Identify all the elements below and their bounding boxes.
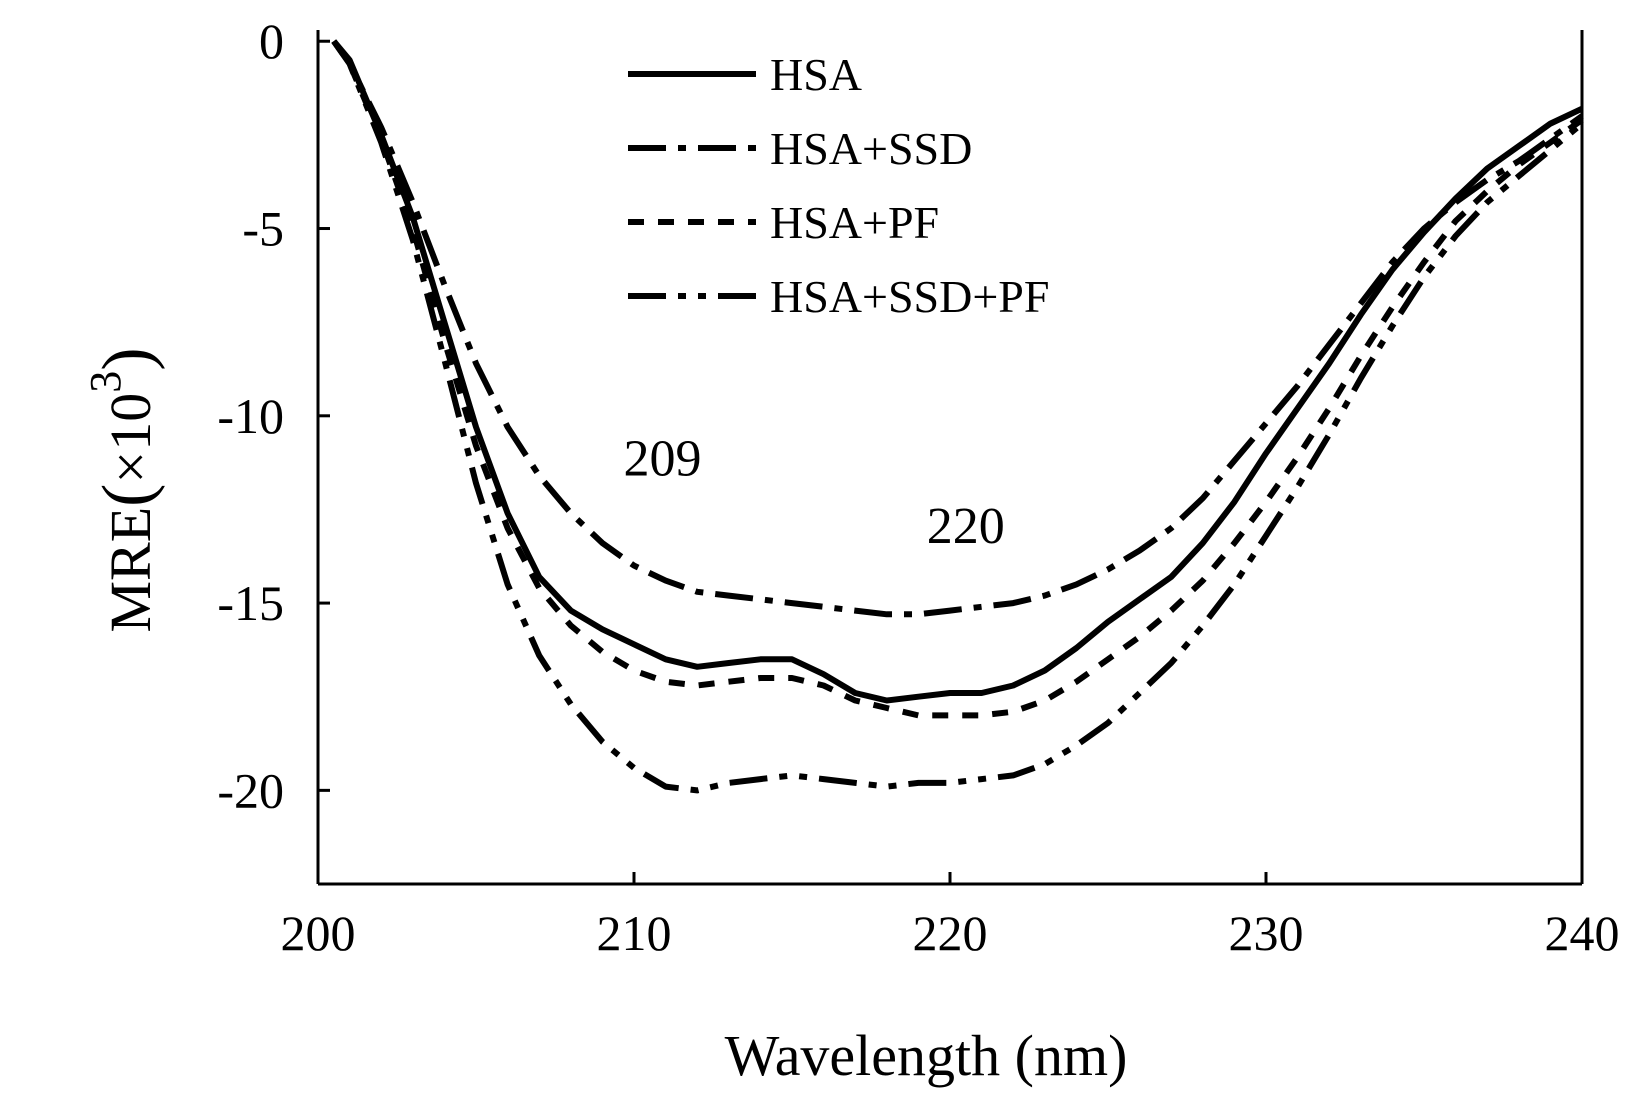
y-tick-label: -10 xyxy=(217,388,284,444)
x-tick-label: 230 xyxy=(1229,905,1304,961)
y-tick-label: -5 xyxy=(242,201,284,257)
legend-label-1: HSA+SSD xyxy=(770,123,972,174)
x-tick-label: 220 xyxy=(913,905,988,961)
legend: HSA HSA+SSD HSA+PF HSA+SSD+PF xyxy=(628,49,1049,322)
y-axis-title-unit: ×10 xyxy=(98,393,163,484)
x-axis-title: Wavelength (nm) xyxy=(725,1023,1128,1088)
series-layer xyxy=(331,39,1584,794)
svg-text:MRE(×103): MRE(×103) xyxy=(81,347,166,632)
y-axis-title-close-paren: ) xyxy=(89,347,166,370)
y-axis-title-main: MRE xyxy=(98,507,163,633)
peak-annotation-0: 209 xyxy=(623,431,701,488)
y-tick-label: 0 xyxy=(259,13,284,69)
legend-label-2: HSA+PF xyxy=(770,197,939,248)
y-tick-label: -20 xyxy=(217,762,284,818)
x-tick-label: 200 xyxy=(281,905,356,961)
x-tick-label: 240 xyxy=(1545,905,1620,961)
y-axis-title-open-paren: ( xyxy=(89,484,166,507)
y-axis-title: MRE(×103) xyxy=(81,347,166,632)
series-line-3 xyxy=(331,39,1584,794)
x-tick-label: 210 xyxy=(597,905,672,961)
legend-label-0: HSA xyxy=(770,49,862,100)
y-tick-label: -15 xyxy=(217,575,284,631)
annotations: 209 220 xyxy=(623,431,1004,555)
legend-label-3: HSA+SSD+PF xyxy=(770,271,1049,322)
peak-annotation-1: 220 xyxy=(927,498,1005,555)
y-axis-title-exponent: 3 xyxy=(81,371,130,393)
series-line-2 xyxy=(331,39,1584,719)
ticks-layer: 200 210 220 230 240 0 -5 -10 -15 -20 xyxy=(217,13,1619,961)
series-line-1 xyxy=(331,39,1584,618)
series-line-0 xyxy=(331,39,1584,704)
